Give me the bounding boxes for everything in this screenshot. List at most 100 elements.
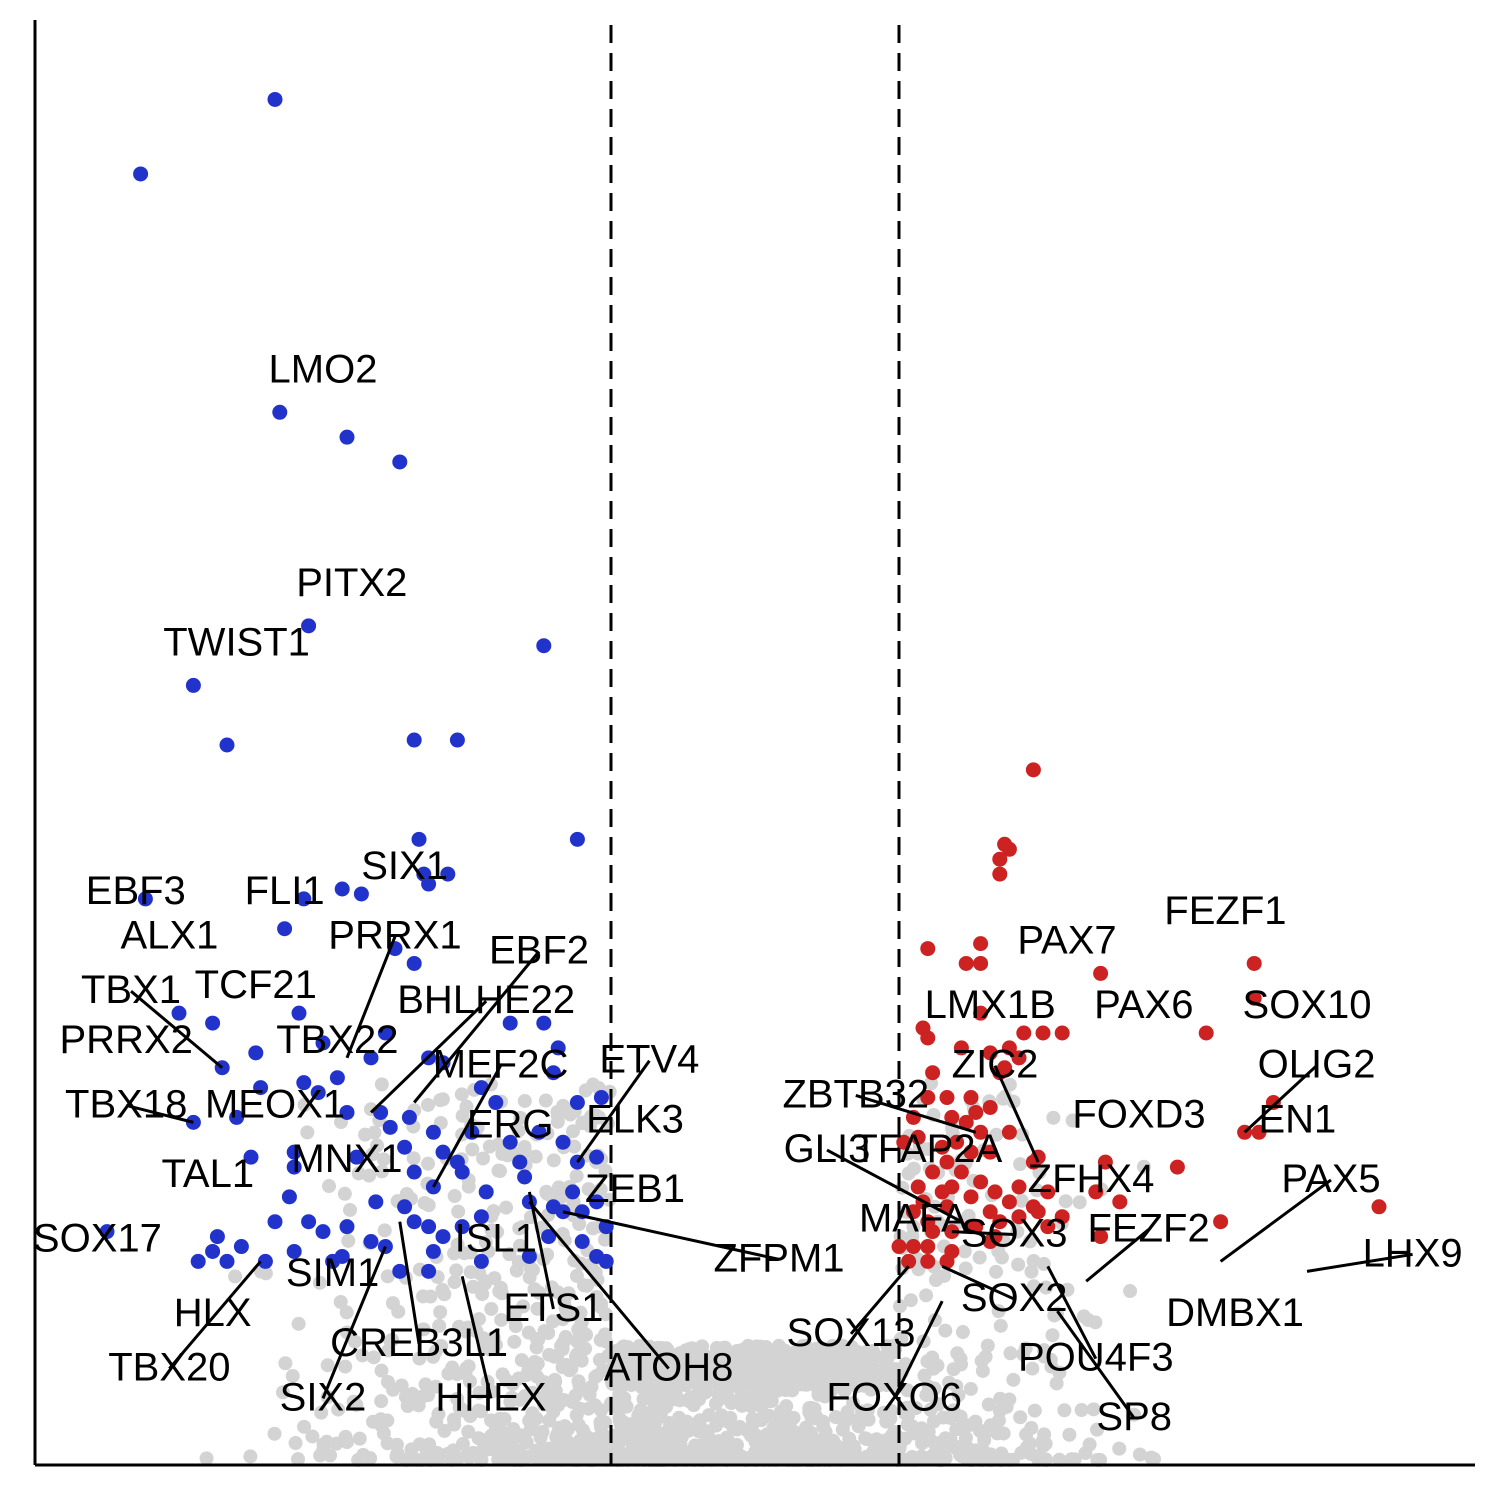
up-point: [987, 1184, 1003, 1200]
ns-point: [701, 1408, 716, 1423]
ns-point: [1065, 1113, 1080, 1128]
ns-point: [512, 1238, 527, 1253]
down-point: [233, 1239, 249, 1255]
leader-line: [849, 1265, 910, 1335]
ns-point: [525, 1406, 540, 1421]
ns-point: [367, 1125, 382, 1140]
gene-label: SOX10: [1243, 983, 1372, 1027]
gene-label: MNX1: [291, 1137, 402, 1181]
ns-point: [312, 1275, 327, 1290]
gene-label: DMBX1: [1166, 1291, 1304, 1335]
up-point: [920, 1253, 936, 1269]
ns-point: [511, 1123, 526, 1138]
down-point: [574, 1234, 590, 1250]
ns-point: [490, 1224, 505, 1239]
down-point: [464, 1124, 480, 1140]
ns-point: [1014, 1445, 1029, 1460]
gene-label: GLI3: [784, 1127, 871, 1171]
ns-point: [1136, 1159, 1151, 1174]
ns-point: [411, 1398, 426, 1413]
up-point: [934, 1139, 950, 1155]
down-point: [397, 1199, 413, 1215]
ns-point: [582, 1118, 597, 1133]
gene-label: PRRX2: [60, 1018, 193, 1062]
up-point: [1001, 1194, 1017, 1210]
down-point: [353, 886, 369, 902]
ns-point: [551, 1180, 566, 1195]
ns-point: [753, 1432, 768, 1447]
ns-point: [1026, 1253, 1041, 1268]
gene-label: ISL1: [455, 1216, 537, 1260]
ns-point: [472, 1385, 487, 1400]
ns-point: [755, 1356, 770, 1371]
up-point: [1088, 1184, 1104, 1200]
leader-line: [941, 1265, 1015, 1301]
ns-point: [513, 1110, 528, 1125]
ns-point: [561, 1286, 576, 1301]
gene-label: MEF2C: [433, 1043, 569, 1087]
ns-point: [993, 1391, 1008, 1406]
ns-point: [297, 1097, 312, 1112]
ns-point: [678, 1374, 693, 1389]
ns-point: [504, 1390, 519, 1405]
ns-point: [451, 1204, 466, 1219]
down-point: [248, 1045, 264, 1061]
up-point: [1016, 1025, 1032, 1041]
ns-point: [699, 1356, 714, 1371]
gene-label: CREB3L1: [330, 1321, 508, 1365]
down-point: [421, 1263, 437, 1279]
down-point: [382, 1119, 398, 1135]
up-point: [1040, 1219, 1056, 1235]
ns-point: [374, 1077, 389, 1092]
gene-label: TBX1: [81, 968, 181, 1012]
ns-point: [374, 1363, 389, 1378]
gene-label: ETS1: [503, 1286, 603, 1330]
ns-point: [574, 1353, 589, 1368]
ns-point: [943, 1432, 958, 1447]
up-point: [939, 1154, 955, 1170]
gene-label: PAX5: [1281, 1157, 1380, 1201]
up-point: [982, 1144, 998, 1160]
ns-point: [512, 1221, 527, 1236]
up-point: [905, 1204, 921, 1220]
down-point: [334, 1248, 350, 1264]
down-point: [449, 732, 465, 748]
ns-point: [1029, 1183, 1044, 1198]
ns-point: [1013, 1410, 1028, 1425]
ns-point: [627, 1447, 642, 1462]
ns-point: [394, 1378, 409, 1393]
ns-point: [567, 1253, 582, 1268]
gene-label: SOX3: [961, 1212, 1068, 1256]
gene-label: FEZF1: [1164, 889, 1286, 933]
down-point: [277, 921, 293, 937]
ns-point: [872, 1365, 887, 1380]
ns-point: [1024, 1264, 1039, 1279]
ns-point: [937, 1268, 952, 1283]
up-point: [1213, 1214, 1229, 1230]
down-point: [569, 831, 585, 847]
ns-point: [872, 1444, 887, 1459]
ns-point: [892, 1441, 907, 1456]
nonsignificant-points: [199, 1076, 1162, 1468]
up-point: [910, 1179, 926, 1195]
down-point: [286, 1243, 302, 1259]
ns-point: [530, 1301, 545, 1316]
ns-point: [451, 1319, 466, 1334]
ns-point: [757, 1371, 772, 1386]
down-point: [502, 1134, 518, 1150]
leader-line: [432, 1064, 502, 1188]
ns-point: [465, 1142, 480, 1157]
up-point: [992, 1214, 1008, 1230]
ns-point: [980, 1338, 995, 1353]
ns-point: [494, 1448, 509, 1463]
ns-point: [527, 1282, 542, 1297]
ns-point: [711, 1348, 726, 1363]
ns-point: [461, 1359, 476, 1374]
ns-point: [1067, 1452, 1082, 1467]
up-point: [1011, 1179, 1027, 1195]
gene-label: PAX7: [1017, 919, 1116, 963]
down-point: [315, 1224, 331, 1240]
ns-point: [588, 1432, 603, 1447]
ns-point: [712, 1392, 727, 1407]
ns-point: [1046, 1110, 1061, 1125]
